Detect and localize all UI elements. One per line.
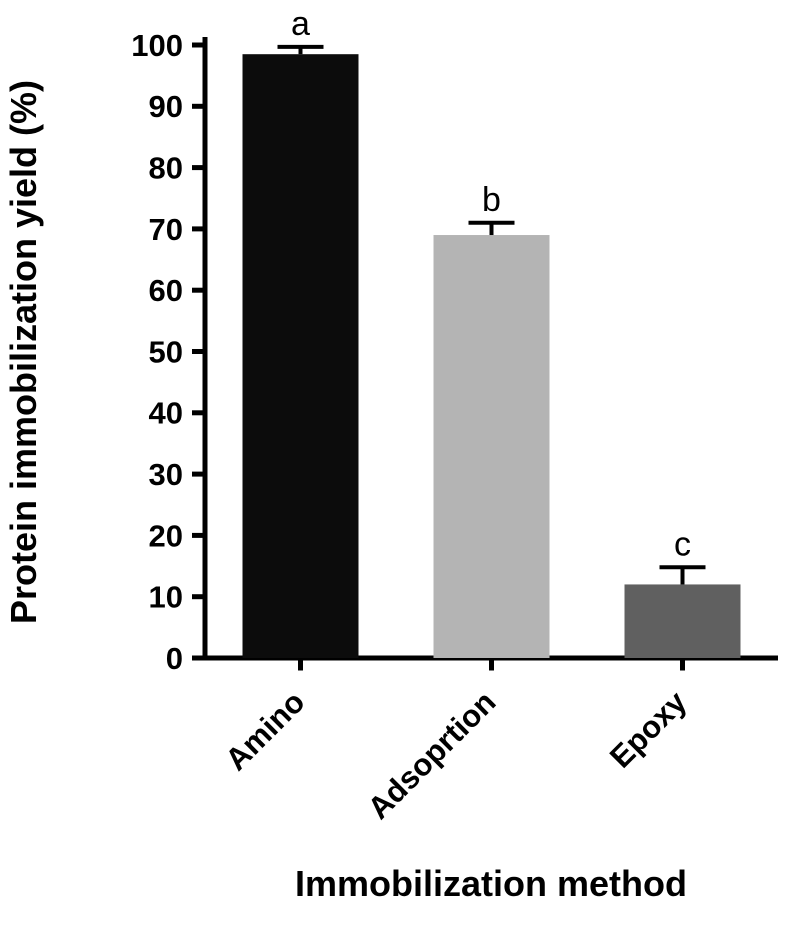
y-tick-label: 10 [149,580,183,615]
significance-letter-amino: a [291,5,310,43]
significance-letter-epoxy: c [674,525,691,563]
x-category-label-adsoprtion: Adsoprtion [361,684,503,826]
x-category-label-amino: Amino [219,684,312,777]
bar-amino [242,54,359,658]
y-tick-label: 60 [149,273,183,308]
significance-letter-adsoprtion: b [482,181,501,219]
y-tick-label: 90 [149,89,183,124]
y-tick-label: 100 [131,28,183,63]
y-tick-label: 20 [149,518,183,553]
x-category-label-epoxy: Epoxy [603,684,694,775]
y-tick-label: 70 [149,212,183,247]
y-tick-label: 30 [149,457,183,492]
y-tick-label: 40 [149,396,183,431]
y-axis-title: Protein immobilization yield (%) [3,80,44,624]
bar-adsoprtion [433,235,550,658]
y-tick-label: 80 [149,150,183,185]
chart-plot-area: 0 10 20 30 40 50 60 70 80 90 100 a Amino b Adsoprtion c… [131,5,778,826]
y-tick-label: 50 [149,334,183,369]
bar-epoxy [624,584,741,658]
x-axis-title: Immobilization method [295,863,687,904]
y-tick-label: 0 [166,641,183,676]
